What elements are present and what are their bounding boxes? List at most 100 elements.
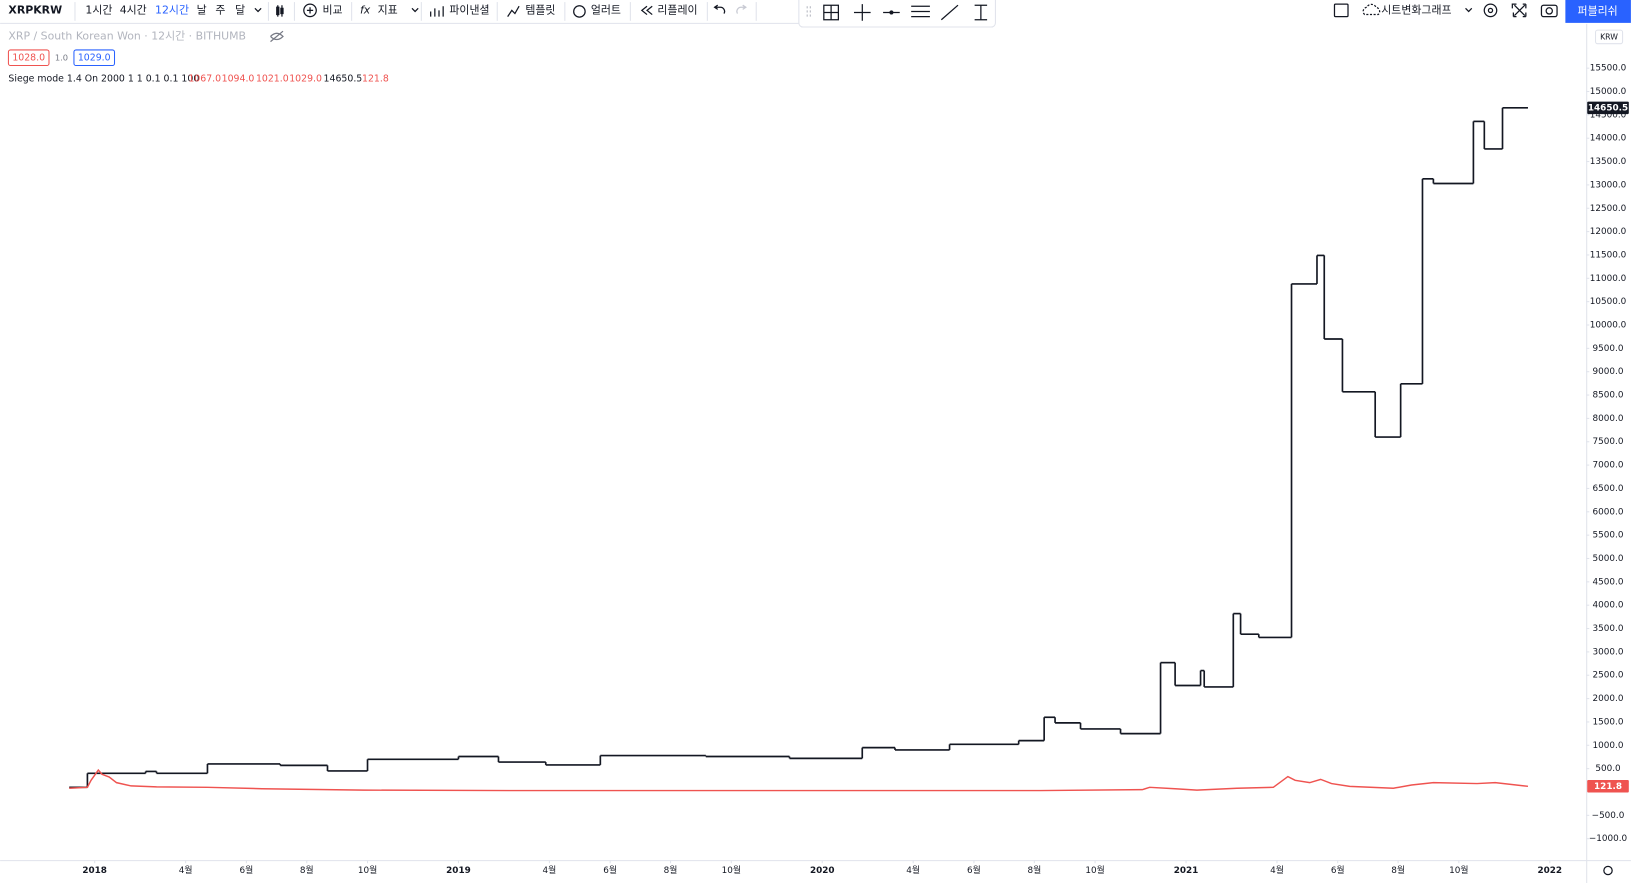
- symbol-title: XRP / South Korean Won · 12시간 · BITHUMB: [8, 29, 246, 42]
- interval[interactable]: 4시간: [120, 3, 147, 16]
- chart-type-icon[interactable]: [276, 5, 284, 17]
- y-tick-label: 2000.0: [1593, 694, 1624, 704]
- cloud-icon: [1362, 3, 1381, 16]
- replay-button[interactable]: 리플레이: [657, 3, 697, 16]
- x-tick-label: 8월: [1391, 864, 1405, 876]
- layout-name[interactable]: 시트변화그래프: [1381, 3, 1451, 16]
- tool-crosshair[interactable]: [853, 4, 871, 21]
- sell-box[interactable]: [7, 49, 50, 67]
- undo-button[interactable]: [713, 4, 726, 14]
- tool-text[interactable]: [974, 4, 988, 21]
- x-tick-label: 6월: [240, 864, 254, 876]
- alert-button[interactable]: 얼러트: [591, 2, 621, 16]
- currency-label: KRW: [1600, 32, 1618, 41]
- snapshot-button[interactable]: [1540, 4, 1558, 18]
- compare-icon-plus: [306, 7, 314, 14]
- y-tick-label: 3500.0: [1593, 624, 1624, 634]
- y-tick-label: 3000.0: [1593, 647, 1624, 657]
- buy-box[interactable]: [73, 49, 116, 67]
- tool-hline-dot: [889, 10, 894, 15]
- last-value-badge: [1587, 780, 1629, 793]
- y-tick-label: 11500.0: [1590, 250, 1627, 260]
- interval[interactable]: 달: [235, 3, 245, 16]
- y-tick-label: 4500.0: [1593, 577, 1624, 587]
- y-tick-label: 8000.0: [1593, 414, 1624, 424]
- redo-button[interactable]: [736, 4, 747, 14]
- tool-fib[interactable]: [911, 5, 930, 18]
- y-tick-label: 10000.0: [1590, 321, 1627, 331]
- financials-button[interactable]: 파이낸셜: [449, 3, 489, 16]
- financials-icon: [430, 6, 444, 17]
- y-tick-label: 7000.0: [1593, 461, 1624, 471]
- interval[interactable]: 12시간: [155, 3, 189, 16]
- x-tick-label: 2021: [1174, 866, 1199, 876]
- indicator-icon: fx: [360, 3, 371, 16]
- y-tick-label: 12500.0: [1590, 204, 1627, 214]
- y-tick-label: 1500.0: [1593, 717, 1624, 727]
- y-tick-label: −500.0: [1592, 811, 1625, 821]
- y-tick-label: 1000.0: [1593, 741, 1624, 751]
- compare-icon[interactable]: [303, 3, 317, 18]
- y-tick-label: 2500.0: [1593, 671, 1624, 681]
- legend-value: 14650.5: [324, 74, 363, 85]
- legend-price: 121.8: [362, 74, 389, 85]
- y-tick-label: 13000.0: [1590, 180, 1627, 190]
- last-value-label: 14650.5: [1588, 103, 1628, 113]
- x-tick-label: 2019: [446, 866, 471, 876]
- symbol-button[interactable]: XRPKRW: [8, 3, 62, 16]
- currency-badge[interactable]: [1595, 29, 1624, 45]
- drawing-toolbar: [798, 0, 996, 28]
- sell-price: 1028.0: [12, 53, 45, 64]
- x-tick-label: 6월: [967, 864, 981, 876]
- dropdown[interactable]: [411, 7, 419, 13]
- x-tick-label: 4월: [906, 864, 920, 876]
- x-tick-label: 6월: [1331, 864, 1345, 876]
- axis-settings[interactable]: [1603, 865, 1613, 876]
- interval-dropdown[interactable]: [254, 7, 262, 13]
- y-tick-label: 8500.0: [1593, 391, 1624, 401]
- tool-rect[interactable]: [823, 4, 840, 21]
- y-tick-label: 13500.0: [1590, 157, 1627, 167]
- settings-dot: [1487, 7, 1494, 14]
- y-tick-label: 14500.0: [1590, 110, 1627, 120]
- y-tick-label: −1000.0: [1589, 834, 1628, 844]
- x-tick-label: 4월: [543, 864, 557, 876]
- x-tick-label: 2020: [810, 866, 835, 876]
- x-tick-label: 2018: [82, 866, 107, 876]
- spread: 1.0: [55, 53, 68, 63]
- publish-button[interactable]: [1565, 0, 1631, 23]
- indicator-label: Siege mode 1.4 On 2000 1 1 0.1 0.1 100: [8, 74, 199, 85]
- fullscreen-button[interactable]: [1511, 3, 1527, 18]
- price-line: [69, 768, 1529, 792]
- hide-icon[interactable]: [270, 30, 284, 43]
- indicators-button[interactable]: 지표: [378, 3, 398, 16]
- x-tick-label: 8월: [300, 864, 314, 876]
- alert-icon: [573, 5, 586, 18]
- templates-icon: [507, 5, 520, 17]
- y-tick-label: 6500.0: [1593, 484, 1624, 494]
- settings-button[interactable]: [1483, 3, 1498, 18]
- compare-button[interactable]: 비교: [323, 3, 343, 16]
- y-tick-label: 5500.0: [1593, 531, 1624, 541]
- templates-button[interactable]: 템플릿: [525, 3, 555, 16]
- dropdown[interactable]: [1465, 7, 1473, 13]
- x-tick-label: 8월: [664, 864, 678, 876]
- interval[interactable]: 날: [197, 3, 207, 16]
- interval[interactable]: 주: [215, 3, 225, 16]
- buy-price: 1029.0: [78, 53, 111, 64]
- tool-trend[interactable]: [940, 4, 959, 21]
- x-tick-label: 6월: [603, 864, 617, 876]
- y-tick-label: 4000.0: [1593, 601, 1624, 611]
- interval[interactable]: 1시간: [85, 3, 112, 16]
- y-tick-label: 6000.0: [1593, 507, 1624, 517]
- last-value-label: 121.8: [1594, 782, 1622, 792]
- y-tick-label: 14000.0: [1590, 134, 1627, 144]
- snapshot-lens: [1545, 7, 1553, 15]
- plot-area: [69, 106, 1529, 792]
- x-tick-label: 10월: [1085, 864, 1104, 876]
- layout-square[interactable]: [1333, 3, 1349, 18]
- drag-handle[interactable]: [806, 6, 811, 19]
- x-tick-label: 8월: [1027, 864, 1041, 876]
